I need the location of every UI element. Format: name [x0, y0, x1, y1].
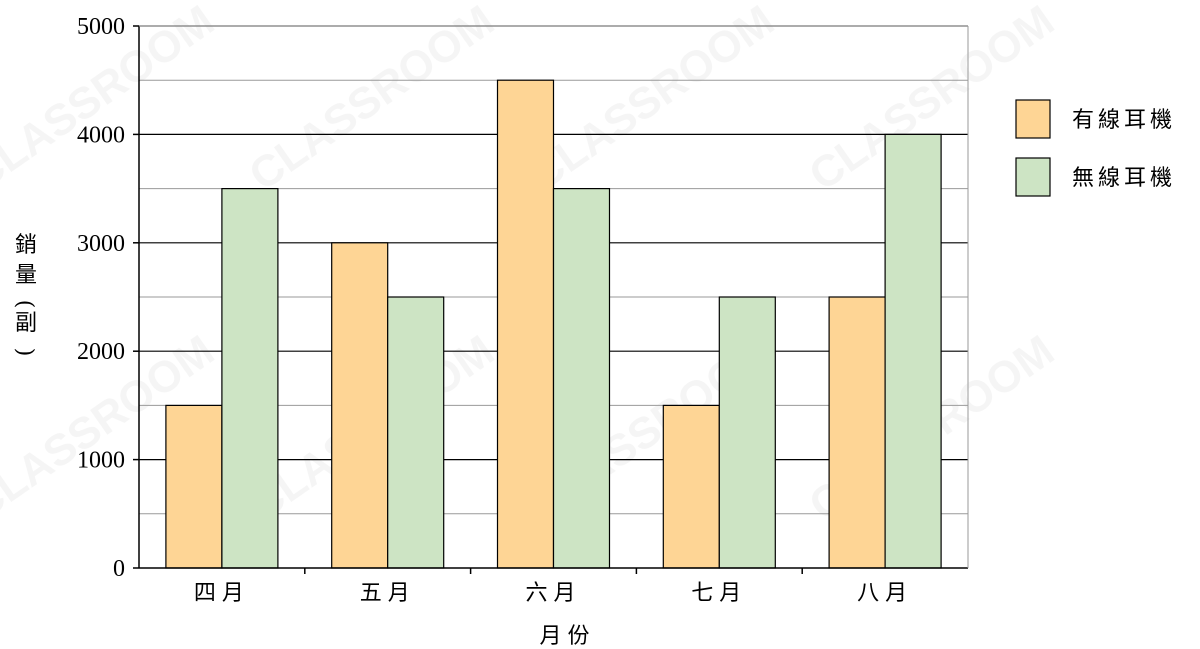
y-axis-label-char: ) — [12, 348, 37, 357]
legend-swatch — [1015, 99, 1051, 139]
y-tick-label: 3000 — [77, 231, 125, 257]
x-tick-label: 八月 — [857, 581, 913, 606]
legend-label: 無線耳機 — [1072, 166, 1176, 191]
x-axis-label: 月份 — [539, 624, 595, 649]
bars — [165, 79, 942, 569]
bar — [828, 296, 886, 569]
y-tick-label: 1000 — [77, 448, 125, 474]
y-tick-labels: 0 1000 2000 3000 4000 5000 — [77, 14, 125, 582]
bar — [718, 296, 776, 569]
x-tick-label: 五月 — [360, 581, 416, 606]
bar — [496, 79, 555, 569]
y-tick-label: 4000 — [77, 122, 125, 148]
bar — [387, 296, 445, 569]
x-tick-label: 七月 — [691, 581, 747, 606]
axes — [133, 25, 969, 574]
y-tick-label: 0 — [113, 556, 125, 582]
watermark-text: CLASSROOM — [240, 0, 502, 200]
bar — [165, 404, 223, 569]
legend-swatch — [1015, 157, 1051, 197]
y-axis-label: 銷量 ( 副) — [12, 233, 37, 356]
y-axis-label-char: 銷 — [15, 233, 37, 258]
bar — [884, 133, 942, 569]
watermark-text: CLASSROOM — [520, 0, 782, 200]
bar — [221, 188, 279, 569]
x-tick-labels: 四月 五月 六月 七月 八月 — [194, 581, 913, 606]
bar — [552, 188, 611, 569]
bar — [662, 404, 720, 569]
x-tick-label: 六月 — [525, 581, 581, 606]
y-tick-label: 2000 — [77, 339, 125, 365]
legend-label: 有線耳機 — [1072, 108, 1176, 133]
y-tick-label: 5000 — [77, 14, 125, 40]
y-axis-label-char: ( — [12, 300, 37, 309]
y-axis-label-char: 副 — [15, 311, 37, 336]
y-axis-label-char: 量 — [15, 263, 37, 288]
bar — [331, 242, 389, 569]
x-tick-label: 四月 — [194, 581, 250, 606]
